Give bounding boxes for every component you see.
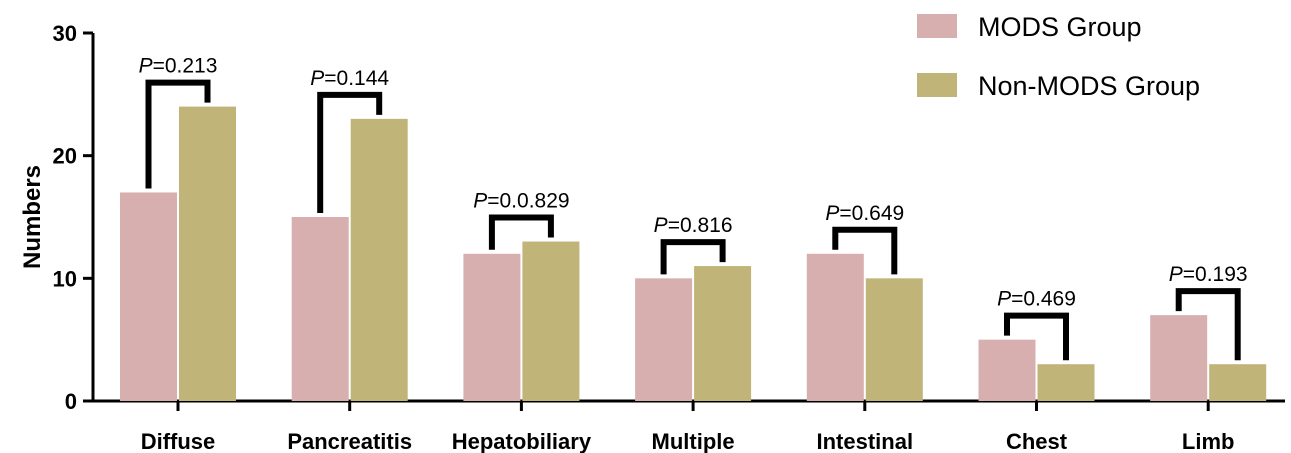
- legend-label-0: MODS Group: [978, 12, 1142, 42]
- legend-swatch-0: [917, 14, 957, 38]
- p-value-chest: P=0.469: [997, 288, 1076, 311]
- bar-non-mods-multiple: [694, 266, 752, 401]
- y-axis-title: Numbers: [19, 165, 46, 269]
- category-label-hepatobiliary: Hepatobiliary: [452, 429, 592, 453]
- bracket-pancreatitis: [317, 91, 383, 213]
- bar-non-mods-hepatobiliary: [522, 241, 580, 401]
- bracket-hepatobiliary: [488, 214, 554, 250]
- bar-mods-diffuse: [120, 192, 177, 401]
- y-tick-label: 0: [65, 389, 77, 414]
- bar-mods-multiple: [635, 278, 693, 401]
- y-tick-label: 20: [53, 144, 77, 169]
- p-italic: P: [473, 190, 487, 213]
- p-number: =0.649: [839, 202, 904, 225]
- p-italic: P: [310, 67, 324, 90]
- p-italic: P: [997, 288, 1011, 311]
- bar-mods-limb: [1150, 315, 1208, 401]
- p-value-limb: P=0.193: [1169, 263, 1248, 286]
- legend-swatch-1: [917, 73, 957, 97]
- significance-brackets: [145, 79, 1241, 361]
- category-label-multiple: Multiple: [652, 429, 735, 453]
- p-italic: P: [654, 214, 668, 237]
- bar-non-mods-chest: [1037, 364, 1095, 401]
- bar-non-mods-pancreatitis: [350, 118, 408, 401]
- bar-mods-hepatobiliary: [463, 253, 521, 401]
- p-number: =0.213: [153, 55, 218, 78]
- bar-non-mods-intestinal: [865, 278, 923, 401]
- p-value-diffuse: P=0.213: [139, 55, 218, 78]
- category-label-chest: Chest: [1006, 429, 1068, 453]
- p-number: =0.0.829: [487, 190, 569, 213]
- bracket-chest: [1004, 312, 1069, 361]
- bracket-limb: [1175, 288, 1241, 361]
- category-label-intestinal: Intestinal: [817, 429, 914, 453]
- p-number: =0.144: [324, 67, 389, 90]
- p-number: =0.816: [668, 214, 733, 237]
- category-label-diffuse: Diffuse: [141, 429, 216, 453]
- p-italic: P: [825, 202, 839, 225]
- category-label-limb: Limb: [1182, 429, 1235, 453]
- bracket-intestinal: [832, 226, 898, 275]
- bar-mods-chest: [978, 339, 1036, 401]
- y-tick-label: 30: [53, 21, 77, 46]
- labels: DiffuseP=0.213PancreatitisP=0.144Hepatob…: [139, 55, 1248, 453]
- bar-mods-pancreatitis: [291, 217, 349, 401]
- bracket-multiple: [660, 239, 726, 275]
- legend: MODS Group Non-MODS Group: [917, 12, 1200, 101]
- bracket-diffuse: [145, 79, 211, 189]
- p-value-hepatobiliary: P=0.0.829: [473, 190, 569, 213]
- bar-non-mods-limb: [1209, 364, 1267, 401]
- p-value-intestinal: P=0.649: [825, 202, 904, 225]
- p-value-pancreatitis: P=0.144: [310, 67, 389, 90]
- p-italic: P: [139, 55, 153, 78]
- legend-label-1: Non-MODS Group: [978, 71, 1200, 101]
- p-number: =0.469: [1011, 288, 1076, 311]
- category-label-pancreatitis: Pancreatitis: [287, 429, 412, 453]
- p-value-multiple: P=0.816: [654, 214, 733, 237]
- bar-mods-intestinal: [806, 253, 864, 401]
- bar-non-mods-diffuse: [179, 106, 236, 401]
- p-italic: P: [1169, 263, 1183, 286]
- bars: [120, 106, 1267, 401]
- p-number: =0.193: [1183, 263, 1248, 286]
- y-tick-label: 10: [53, 266, 77, 291]
